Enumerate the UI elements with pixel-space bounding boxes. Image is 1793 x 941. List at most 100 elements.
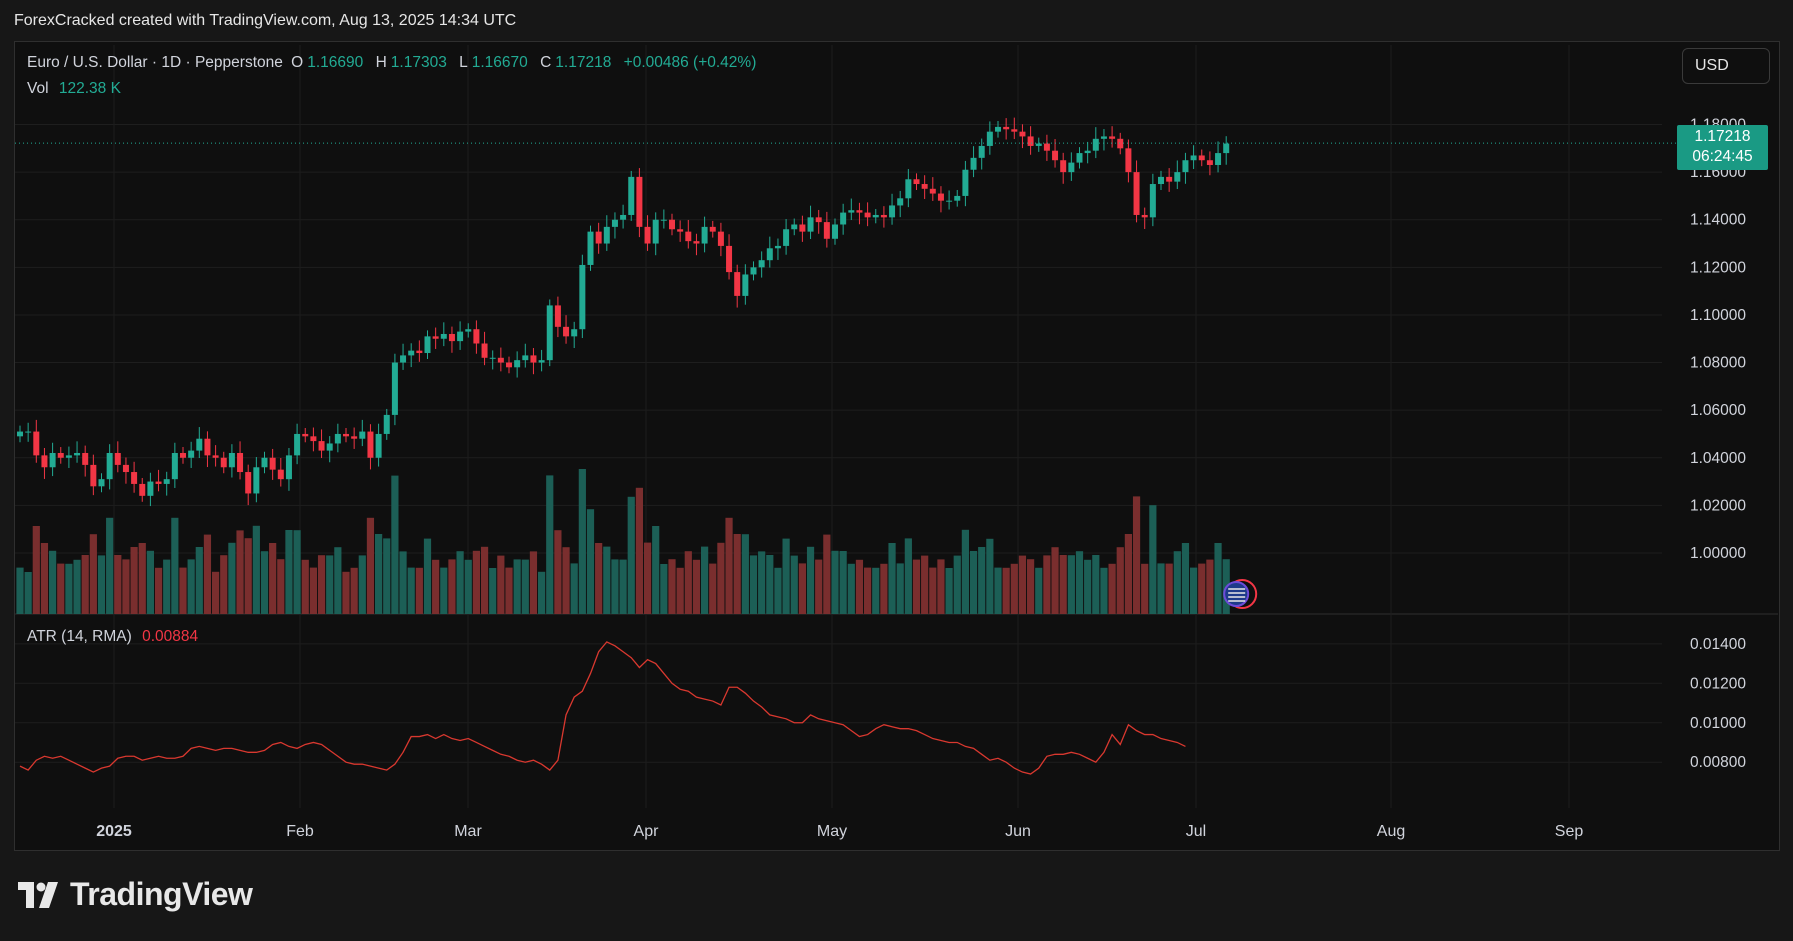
candle-body (1182, 160, 1189, 173)
candle-body (326, 443, 333, 451)
currency-button[interactable]: USD (1682, 48, 1770, 84)
last-price-tag: 1.17218 06:24:45 (1677, 125, 1768, 170)
candle-body (90, 464, 97, 487)
volume-bar (1173, 551, 1181, 614)
volume-bar (252, 525, 260, 614)
volume-bar (986, 538, 994, 614)
bar-countdown: 06:24:45 (1692, 148, 1753, 165)
candle-body (644, 226, 651, 244)
symbol-name[interactable]: Euro / U.S. Dollar · 1D · Pepperstone (27, 54, 283, 71)
candle-body (856, 210, 863, 213)
candle-body (277, 469, 284, 480)
volume-bar (513, 559, 521, 614)
volume-bar (627, 496, 635, 614)
volume-bar (407, 567, 415, 614)
atr-tick-label: 0.01200 (1690, 675, 1746, 692)
candle-body (832, 224, 838, 239)
volume-bar (383, 538, 391, 614)
volume-bar (676, 567, 684, 614)
candle-body (514, 360, 521, 368)
candle-body (489, 357, 496, 359)
volume-bar (888, 543, 896, 614)
volume-bar (423, 538, 432, 614)
candle-body (465, 329, 472, 332)
tradingview-logo[interactable]: TradingView (18, 876, 253, 913)
tradingview-logo-icon (18, 881, 58, 908)
volume-bar (163, 559, 171, 614)
volume-bar (912, 559, 921, 614)
volume-bar (701, 546, 709, 614)
candle-body (791, 224, 798, 230)
volume-bar (326, 555, 334, 614)
close-label: C (540, 54, 552, 71)
volume-bar (432, 559, 440, 614)
volume-bar (317, 555, 326, 614)
candle-body (204, 438, 211, 456)
candle-body (180, 452, 186, 458)
candle-body (603, 226, 610, 244)
candle-body (1100, 136, 1107, 139)
low-value: 1.16670 (471, 54, 528, 71)
volume-bar (595, 543, 603, 614)
volume-bar (586, 509, 595, 614)
candle-body (1158, 176, 1164, 185)
candle-body (253, 467, 260, 494)
volume-bar (49, 550, 57, 614)
candle-body (1084, 150, 1091, 154)
x-tick-label: Apr (634, 823, 660, 840)
candle-body (620, 214, 627, 220)
candle-body (57, 452, 64, 458)
volume-bar (921, 555, 929, 614)
volume-bar (749, 555, 758, 614)
x-tick-label: Jul (1186, 823, 1206, 840)
candle-body (131, 472, 138, 484)
volume-bar (554, 530, 562, 614)
candle-body (383, 414, 390, 434)
candle-body (408, 350, 415, 356)
volume-bar (350, 567, 358, 614)
high-label: H (375, 54, 387, 71)
candle-body (432, 336, 439, 339)
volume-bar (1027, 559, 1035, 614)
volume-label[interactable]: Vol (27, 80, 49, 97)
volume-bar (635, 487, 643, 614)
candle-body (310, 436, 317, 442)
volume-bar (277, 559, 285, 614)
volume-bar (309, 567, 317, 614)
low-label: L (459, 54, 468, 71)
candle-body (1060, 160, 1067, 173)
chart-frame[interactable] (14, 41, 1780, 851)
volume-bar (472, 550, 480, 614)
header-title: ForexCracked created with TradingView.co… (14, 12, 517, 29)
candle-body (25, 431, 32, 433)
volume-bar (1116, 547, 1124, 614)
event-circle (1223, 581, 1250, 607)
candle-body (114, 452, 121, 465)
us-flag-icon[interactable] (1223, 579, 1258, 609)
volume-bar (464, 559, 472, 614)
x-tick-label: 2025 (96, 823, 132, 840)
candle-body (611, 219, 618, 227)
price-grid: 1.180001.160001.140001.120001.100001.080… (15, 117, 1746, 562)
candle-body (302, 433, 309, 437)
volume-bar (269, 543, 277, 614)
candle-body (285, 455, 292, 480)
open-label: O (291, 54, 304, 71)
candle-body (766, 248, 773, 261)
volume-bar (1100, 567, 1108, 614)
volume-bar (195, 547, 203, 614)
candle-body (1149, 184, 1156, 218)
volume-bar (203, 534, 212, 614)
atr-tick-label: 0.00800 (1690, 754, 1746, 771)
volume-bar (480, 546, 489, 614)
open-value: 1.16690 (307, 54, 364, 71)
candle-body (424, 336, 431, 354)
candle-body (750, 267, 757, 275)
volume-bar (244, 538, 252, 614)
candle-body (954, 195, 961, 201)
price-tick-label: 1.00000 (1690, 545, 1746, 562)
atr-label[interactable]: ATR (14, RMA) (27, 628, 132, 645)
candle-body (17, 431, 23, 437)
atr-grid: 0.01400 0.01200 0.01000 0.00800 (15, 636, 1746, 771)
